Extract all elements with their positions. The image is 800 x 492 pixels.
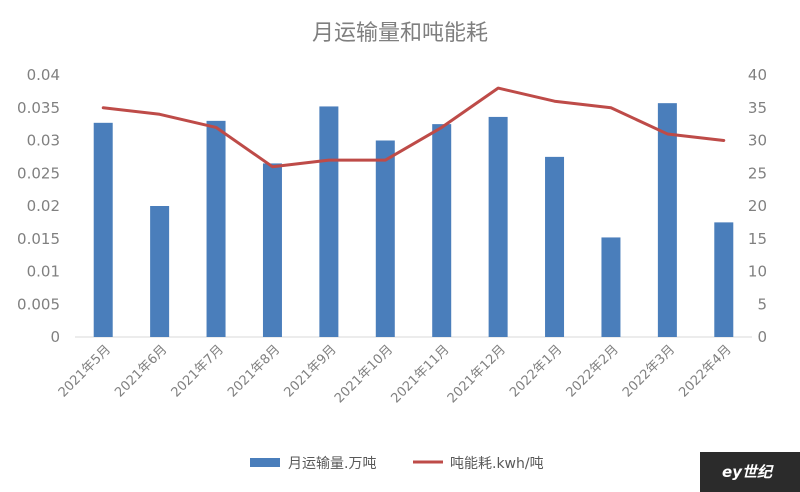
right-tick-label: 10 xyxy=(748,263,767,281)
left-tick-label: 0.025 xyxy=(17,164,60,182)
right-tick-label: 0 xyxy=(757,328,767,346)
bar xyxy=(262,163,282,337)
legend-line-label: 吨能耗.kwh/吨 xyxy=(450,456,544,472)
left-axis: 0 0.005 0.01 0.015 0.02 0.025 0.03 0.035 0.04 xyxy=(17,66,60,346)
left-tick-label: 0.015 xyxy=(17,230,60,248)
x-tick-label: 2021年12月 xyxy=(445,342,509,406)
line-path xyxy=(101,86,726,169)
x-tick-label: 2021年10月 xyxy=(332,342,396,406)
bar xyxy=(545,156,565,337)
bar xyxy=(206,120,226,337)
bar xyxy=(93,122,113,337)
right-tick-label: 20 xyxy=(748,197,767,215)
left-tick-label: 0.01 xyxy=(27,263,60,281)
bar xyxy=(375,140,395,337)
bar xyxy=(432,124,452,337)
right-tick-label: 25 xyxy=(748,164,767,182)
watermark: ey世纪 xyxy=(722,463,774,481)
x-tick-label: 2022年2月 xyxy=(564,342,622,400)
x-tick-label: 2021年6月 xyxy=(112,342,170,400)
x-tick-label: 2021年7月 xyxy=(169,342,227,400)
bar xyxy=(601,237,621,337)
x-tick-label: 2021年8月 xyxy=(225,342,283,400)
bar xyxy=(488,116,508,337)
x-axis: 2021年5月2021年6月2021年7月2021年8月2021年9月2021年… xyxy=(56,342,735,406)
right-axis: 0 5 10 15 20 25 30 35 40 xyxy=(748,66,767,346)
right-tick-label: 5 xyxy=(757,295,767,313)
watermark-bg xyxy=(700,452,800,492)
right-tick-label: 15 xyxy=(748,230,767,248)
right-tick-label: 40 xyxy=(748,66,767,84)
bar xyxy=(319,106,339,337)
right-tick-label: 30 xyxy=(748,132,767,150)
legend-bar-swatch xyxy=(250,458,280,467)
left-tick-label: 0 xyxy=(50,328,60,346)
line-series xyxy=(101,86,726,169)
bar-series xyxy=(93,103,734,337)
x-tick-label: 2022年4月 xyxy=(676,342,734,400)
chart-title: 月运输量和吨能耗 xyxy=(312,21,488,46)
left-tick-label: 0.03 xyxy=(27,132,60,150)
x-tick-label: 2022年1月 xyxy=(507,342,565,400)
right-tick-label: 35 xyxy=(748,99,767,117)
x-tick-label: 2021年5月 xyxy=(56,342,114,400)
bar xyxy=(714,222,734,337)
x-tick-label: 2021年9月 xyxy=(281,342,339,400)
legend-bar-label: 月运输量.万吨 xyxy=(288,456,376,472)
left-tick-label: 0.02 xyxy=(27,197,60,215)
bar xyxy=(657,103,677,337)
x-tick-label: 2021年11月 xyxy=(388,342,452,406)
bar xyxy=(150,206,170,337)
left-tick-label: 0.04 xyxy=(27,66,60,84)
legend: 月运输量.万吨 吨能耗.kwh/吨 xyxy=(250,456,544,472)
left-tick-label: 0.005 xyxy=(17,295,60,313)
left-tick-label: 0.035 xyxy=(17,99,60,117)
x-tick-label: 2022年3月 xyxy=(620,342,678,400)
